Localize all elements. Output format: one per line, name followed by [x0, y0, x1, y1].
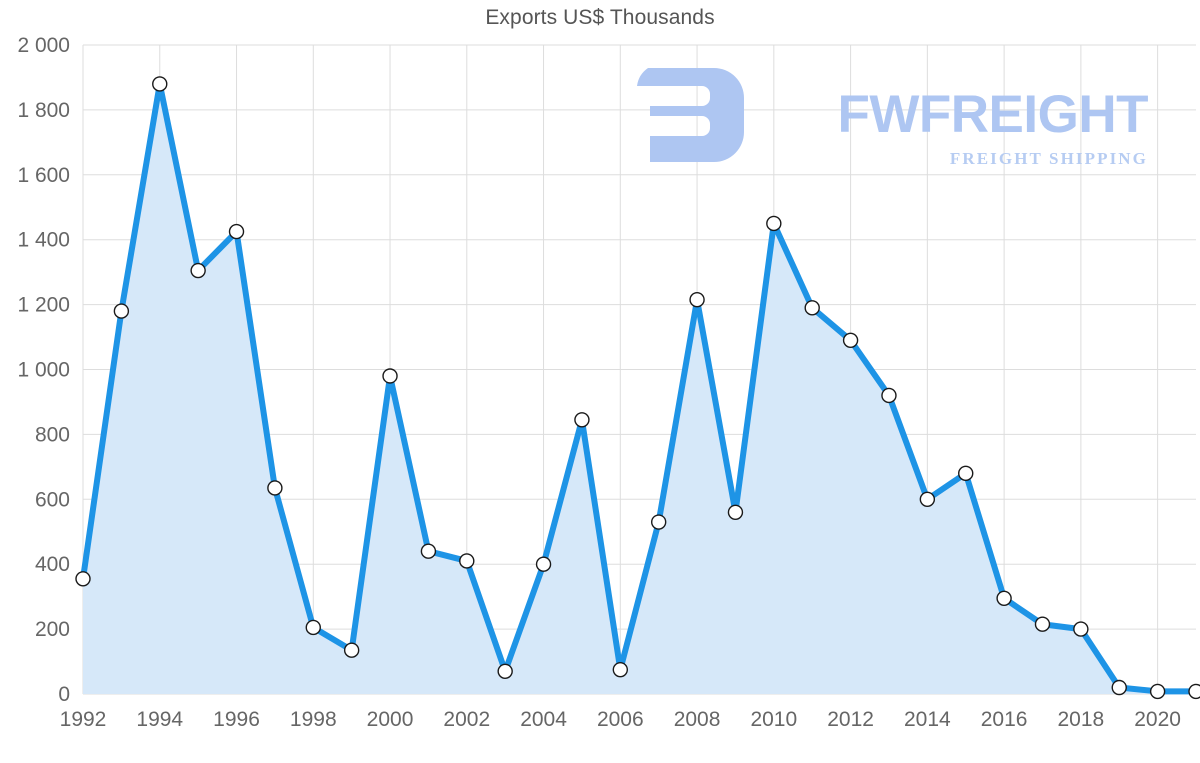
y-tick-label: 1 600 — [17, 164, 70, 187]
y-tick-label: 1 200 — [17, 294, 70, 317]
data-point-1994[interactable] — [152, 76, 168, 92]
x-tick-label: 2016 — [981, 708, 1028, 731]
x-tick-label: 2012 — [827, 708, 874, 731]
y-tick-label: 200 — [35, 618, 70, 641]
y-tick-label: 1 400 — [17, 229, 70, 252]
data-point-2015[interactable] — [958, 465, 974, 482]
data-point-2003[interactable] — [497, 663, 513, 679]
data-point-2012[interactable] — [842, 332, 859, 348]
data-point-2013[interactable] — [881, 387, 897, 404]
y-tick-label: 1 000 — [17, 359, 70, 382]
data-point-2004[interactable] — [535, 556, 552, 572]
chart-title: Exports US$ Thousands — [485, 6, 715, 29]
data-point-2020[interactable] — [1149, 683, 1166, 700]
data-point-2011[interactable] — [804, 300, 820, 316]
x-tick-label: 1996 — [213, 708, 260, 731]
data-point-2006[interactable] — [612, 661, 629, 678]
data-point-1996[interactable] — [228, 223, 245, 240]
x-tick-label: 2004 — [520, 708, 567, 731]
data-point-1997[interactable] — [267, 480, 283, 496]
data-point-2007[interactable] — [650, 514, 667, 530]
data-point-2014[interactable] — [919, 491, 936, 507]
x-tick-label: 2020 — [1134, 708, 1181, 731]
x-tick-label: 2006 — [597, 708, 644, 731]
data-point-2008[interactable] — [689, 292, 705, 308]
y-tick-label: 800 — [35, 423, 70, 446]
data-point-2005[interactable] — [574, 412, 590, 428]
data-point-2018[interactable] — [1073, 621, 1089, 637]
data-point-markers[interactable] — [75, 76, 1200, 700]
data-point-2019[interactable] — [1111, 679, 1127, 696]
data-point-2001[interactable] — [420, 543, 437, 559]
y-tick-label: 0 — [58, 683, 70, 706]
x-tick-label: 1994 — [136, 708, 183, 731]
y-axis-tick-labels: 0 200 400 600 800 1 000 1 200 1 400 1 600 1 800 2 … — [17, 34, 70, 706]
data-point-2017[interactable] — [1034, 616, 1051, 632]
y-tick-label: 400 — [35, 553, 70, 576]
data-point-1995[interactable] — [190, 262, 206, 279]
x-tick-label: 2008 — [674, 708, 721, 731]
y-tick-label: 2 000 — [17, 34, 70, 57]
data-point-2021[interactable] — [1188, 683, 1200, 700]
data-point-2009[interactable] — [727, 504, 744, 520]
y-tick-label: 1 800 — [17, 99, 70, 122]
x-tick-label: 2014 — [904, 708, 951, 731]
data-point-1993[interactable] — [113, 303, 130, 319]
data-line — [80, 80, 1199, 695]
data-point-1999[interactable] — [343, 642, 360, 658]
x-tick-label: 2010 — [750, 708, 797, 731]
x-tick-label: 2018 — [1058, 708, 1105, 731]
y-tick-label: 600 — [35, 488, 70, 511]
data-point-1998[interactable] — [305, 619, 321, 636]
data-point-2010[interactable] — [766, 215, 782, 232]
x-tick-label: 2002 — [443, 708, 490, 731]
x-tick-label: 1998 — [290, 708, 337, 731]
data-point-2000[interactable] — [382, 368, 398, 384]
data-point-1992[interactable] — [75, 571, 91, 587]
area-fill — [83, 83, 1196, 694]
x-tick-label: 1992 — [60, 708, 107, 731]
data-point-2016[interactable] — [996, 590, 1012, 606]
data-point-2002[interactable] — [459, 553, 475, 569]
x-axis-tick-labels: 1992 1994 1996 1998 2000 2002 2004 2006 2008 2010… — [60, 708, 1181, 731]
x-tick-label: 2000 — [367, 708, 414, 731]
